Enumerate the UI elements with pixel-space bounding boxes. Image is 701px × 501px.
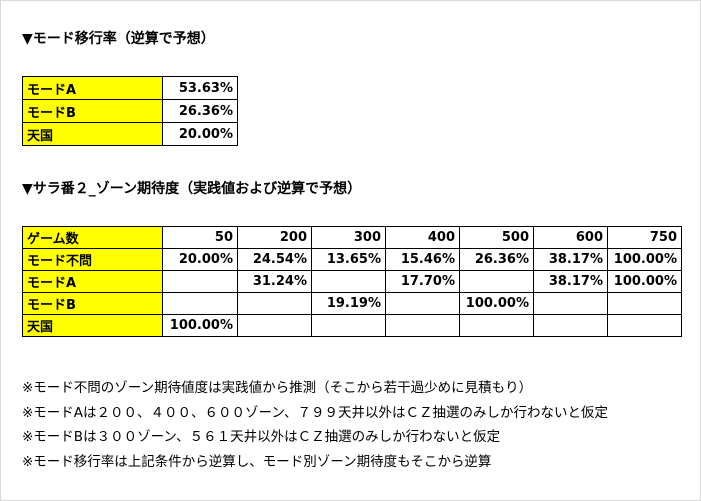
table-cell[interactable] (237, 314, 312, 337)
notes-list: ※モード不問のゾーン期待値度は実践値から推測（そこから若干過少めに見積もり） ※… (22, 376, 608, 474)
table-cell[interactable] (311, 270, 386, 293)
mode-rate-table: モードA 53.63% モードB 26.36% 天国 20.00% (22, 76, 238, 146)
table-cell[interactable] (607, 314, 682, 337)
column-header[interactable]: 200 (237, 226, 312, 249)
table-cell[interactable]: 100.00% (459, 292, 534, 315)
table-cell[interactable] (459, 314, 534, 337)
table-header-row: ゲーム数 50 200 300 400 500 600 750 (22, 226, 682, 249)
row-label[interactable]: モードA (22, 270, 163, 293)
table-cell[interactable]: 15.46% (385, 248, 460, 271)
column-header[interactable]: 50 (162, 226, 238, 249)
table-row: モードA 53.63% (22, 76, 238, 100)
table-cell[interactable] (607, 292, 682, 315)
column-header[interactable]: 750 (607, 226, 682, 249)
row-value[interactable]: 26.36% (162, 99, 238, 123)
table-cell[interactable] (162, 292, 238, 315)
table-cell[interactable]: 100.00% (162, 314, 238, 337)
zone-table-heading: ▼サラ番２_ゾーン期待度（実践値および逆算で予想） (22, 181, 362, 197)
note-line: ※モードAは２００、４００、６００ゾーン、７９９天井以外はＣＺ抽選のみしか行わな… (22, 404, 609, 421)
row-label[interactable]: モード不問 (22, 248, 163, 271)
table-cell[interactable]: 20.00% (162, 248, 238, 271)
table-cell[interactable]: 26.36% (459, 248, 534, 271)
row-label[interactable]: モードA (22, 76, 163, 100)
row-label[interactable]: モードB (22, 99, 163, 123)
row-value[interactable]: 53.63% (162, 76, 238, 100)
table-cell[interactable]: 100.00% (607, 248, 682, 271)
table-cell[interactable] (533, 292, 608, 315)
table-cell[interactable] (459, 270, 534, 293)
zone-expectation-table: ゲーム数 50 200 300 400 500 600 750 モード不問 20… (22, 226, 682, 337)
table-row: モードB 19.19% 100.00% (22, 292, 682, 315)
table-cell[interactable] (385, 314, 460, 337)
table-cell[interactable]: 31.24% (237, 270, 312, 293)
table-cell[interactable] (385, 292, 460, 315)
table-cell[interactable]: 13.65% (311, 248, 386, 271)
table-cell[interactable]: 38.17% (533, 248, 608, 271)
mode-rate-heading: ▼モード移行率（逆算で予想） (22, 31, 215, 47)
column-header[interactable]: 600 (533, 226, 608, 249)
note-line: ※モードBは３００ゾーン、５６１天井以外はＣＺ抽選のみしか行わないと仮定 (22, 429, 501, 445)
note-line: ※モード移行率は上記条件から逆算し、モード別ゾーン期待度もそこから逆算 (22, 453, 492, 470)
table-cell[interactable] (311, 314, 386, 337)
table-cell[interactable]: 19.19% (311, 292, 386, 315)
table-row: 天国 20.00% (22, 122, 238, 146)
table-cell[interactable] (533, 314, 608, 337)
column-header[interactable]: 300 (311, 226, 386, 249)
table-row: モード不問 20.00% 24.54% 13.65% 15.46% 26.36%… (22, 248, 682, 271)
row-label[interactable]: 天国 (22, 314, 163, 337)
table-cell[interactable]: 17.70% (385, 270, 460, 293)
header-label[interactable]: ゲーム数 (22, 226, 163, 249)
table-row: 天国 100.00% (22, 314, 682, 337)
table-cell[interactable] (237, 292, 312, 315)
row-label[interactable]: 天国 (22, 122, 163, 146)
table-cell[interactable]: 100.00% (607, 270, 682, 293)
column-header[interactable]: 400 (385, 226, 460, 249)
column-header[interactable]: 500 (459, 226, 534, 249)
row-label[interactable]: モードB (22, 292, 163, 315)
table-row: モードA 31.24% 17.70% 38.17% 100.00% (22, 270, 682, 293)
table-cell[interactable]: 38.17% (533, 270, 608, 293)
table-row: モードB 26.36% (22, 99, 238, 123)
row-value[interactable]: 20.00% (162, 122, 238, 146)
table-cell[interactable]: 24.54% (237, 248, 312, 271)
note-line: ※モード不問のゾーン期待値度は実践値から推測（そこから若干過少めに見積もり） (22, 380, 533, 396)
table-cell[interactable] (162, 270, 238, 293)
